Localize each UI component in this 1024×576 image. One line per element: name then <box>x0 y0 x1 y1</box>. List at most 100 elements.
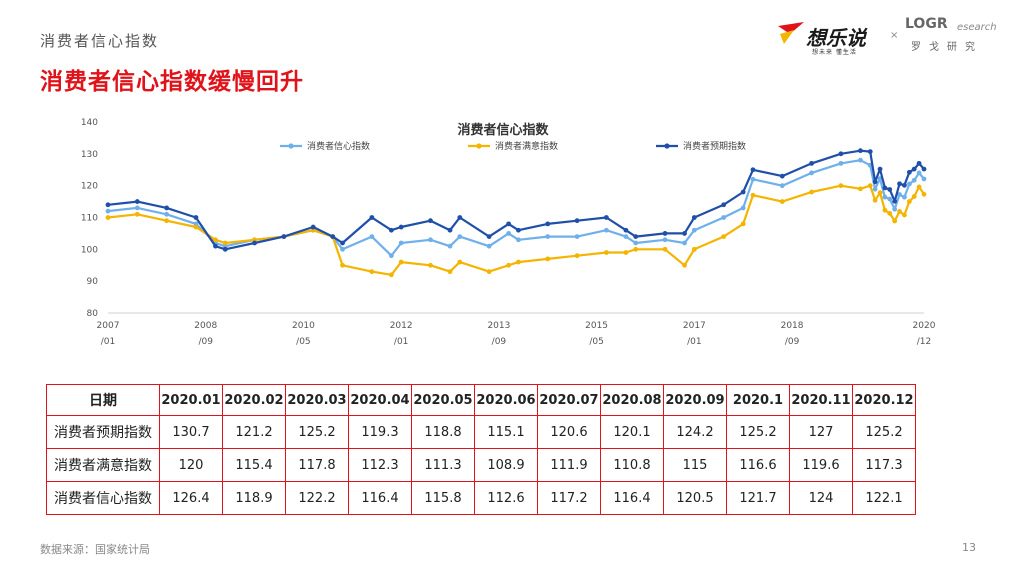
data-point <box>779 183 785 189</box>
data-point <box>872 179 878 185</box>
x-tick-label: /12 <box>917 337 931 347</box>
value-cell: 117.3 <box>852 448 916 482</box>
table-header-label: 日期 <box>46 384 160 416</box>
data-point <box>506 231 512 236</box>
value-cell: 122.2 <box>285 481 349 515</box>
date-cell: 2020.07 <box>537 384 601 416</box>
value-cell: 116.4 <box>600 481 664 515</box>
data-point <box>447 269 453 275</box>
value-cell: 110.8 <box>600 448 664 482</box>
date-cell: 2020.12 <box>852 384 916 416</box>
data-point <box>691 246 697 252</box>
data-point <box>164 205 170 211</box>
data-point <box>398 259 404 265</box>
series-line <box>107 149 925 251</box>
value-cell: 115 <box>663 448 727 482</box>
data-point <box>809 189 814 195</box>
brand-logo: 想乐说 想未来 懂生活 <box>776 16 886 62</box>
data-point <box>721 215 727 220</box>
brand-logo-icon <box>778 22 804 44</box>
data-point <box>902 212 907 218</box>
legend-marker <box>476 143 482 149</box>
row-label: 消费者满意指数 <box>46 448 160 482</box>
partner-separator: × <box>890 30 899 41</box>
data-point <box>721 202 727 208</box>
data-point <box>486 269 492 275</box>
data-source: 数据来源：国家统计局 <box>40 543 150 556</box>
data-point <box>213 243 218 249</box>
brand-slogan: 想未来 懂生活 <box>812 49 857 56</box>
data-point <box>750 167 756 173</box>
date-cell: 2020.03 <box>285 384 349 416</box>
value-cell: 119.3 <box>348 415 412 449</box>
x-tick-label: 2015 <box>585 321 608 331</box>
x-tick-label: /09 <box>198 337 213 347</box>
date-cell: 2020.11 <box>789 384 853 416</box>
data-point <box>213 237 218 243</box>
data-point <box>281 234 287 239</box>
data-point <box>911 177 917 183</box>
data-point <box>809 170 814 176</box>
series-line <box>107 184 925 276</box>
data-point <box>897 209 902 214</box>
legend-label: 消费者预期指数 <box>683 140 746 152</box>
data-point <box>222 246 228 252</box>
value-cell: 120 <box>159 448 223 482</box>
data-point <box>340 246 345 252</box>
data-point <box>388 227 394 233</box>
x-tick-label: /01 <box>687 337 701 347</box>
value-cell: 120.5 <box>663 481 727 515</box>
y-tick-label: 140 <box>81 118 98 128</box>
data-point <box>545 221 551 227</box>
y-tick-label: 80 <box>87 309 99 319</box>
data-point <box>721 234 727 239</box>
data-point <box>623 227 629 233</box>
value-cell: 121.2 <box>222 415 286 449</box>
legend-marker <box>288 143 294 149</box>
date-cell: 2020.02 <box>222 384 286 416</box>
data-point <box>662 246 668 252</box>
value-cell: 117.8 <box>285 448 349 482</box>
table-row: 消费者预期指数 130.7 121.2 125.2 119.3 118.8 11… <box>46 415 916 449</box>
data-point <box>428 218 433 224</box>
value-cell: 111.9 <box>537 448 601 482</box>
data-point <box>603 215 609 220</box>
value-cell: 125.2 <box>852 415 916 449</box>
value-cell: 124 <box>789 481 853 515</box>
value-cell: 115.8 <box>411 481 475 515</box>
data-point <box>164 211 170 217</box>
data-point <box>892 198 898 204</box>
data-point <box>682 262 687 268</box>
value-cell: 115.4 <box>222 448 286 482</box>
data-point <box>921 176 927 182</box>
y-tick-label: 100 <box>81 245 98 255</box>
value-cell: 118.9 <box>222 481 286 515</box>
date-cell: 2020.08 <box>600 384 664 416</box>
y-tick-label: 120 <box>81 182 98 192</box>
page-title: 消费者信心指数缓慢回升 <box>40 69 304 95</box>
y-tick-label: 90 <box>87 277 99 287</box>
data-point <box>457 215 463 220</box>
data-point <box>105 215 111 220</box>
value-cell: 126.4 <box>159 481 223 515</box>
value-cell: 122.1 <box>852 481 916 515</box>
value-cell: 125.2 <box>285 415 349 449</box>
data-point <box>545 256 551 262</box>
legend-marker <box>664 143 670 149</box>
data-point <box>369 234 375 239</box>
data-point <box>902 182 907 188</box>
row-label: 消费者信心指数 <box>46 481 160 515</box>
data-point <box>134 211 140 217</box>
section-label: 消费者信心指数 <box>40 32 160 50</box>
value-cell: 108.9 <box>474 448 538 482</box>
x-tick-label: 2012 <box>390 321 413 331</box>
data-point <box>906 199 912 204</box>
x-tick-label: 2010 <box>292 321 315 331</box>
data-point <box>398 240 404 246</box>
value-cell: 112.3 <box>348 448 412 482</box>
data-point <box>921 166 927 172</box>
data-point <box>222 240 228 246</box>
data-point <box>603 227 609 233</box>
data-point <box>633 246 639 252</box>
data-point <box>906 169 912 175</box>
